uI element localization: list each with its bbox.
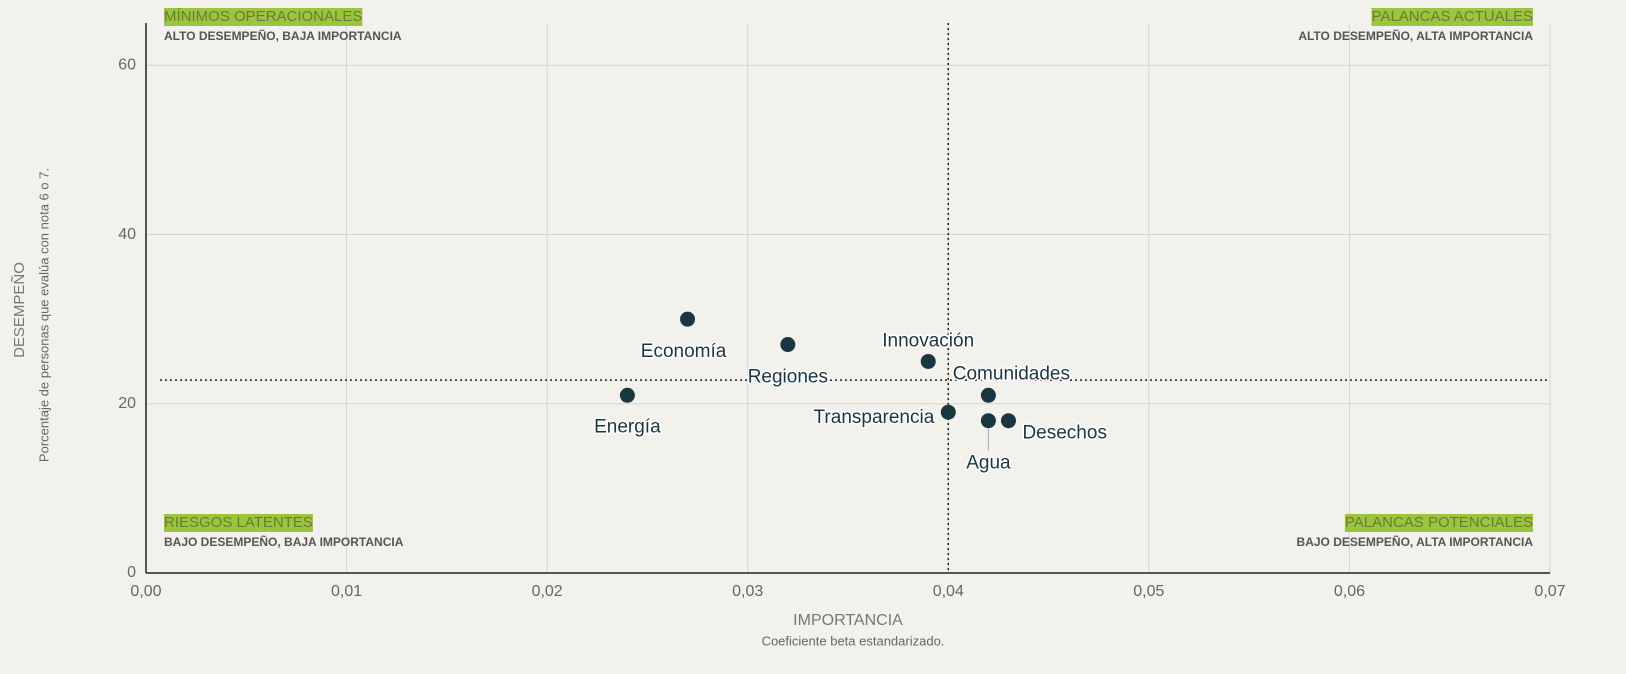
x-tick-label: 0,07 bbox=[1534, 583, 1565, 600]
quadrant-annotation: MÍNIMOS OPERACIONALES ALTO DESEMPEÑO, BAJ… bbox=[164, 8, 402, 43]
x-tick-label: 0,02 bbox=[532, 583, 563, 600]
quadrant-highlight bbox=[164, 514, 313, 532]
point-label: Desechos bbox=[1022, 423, 1107, 444]
y-axis-subtitle: Porcentaje de personas que evalúa con no… bbox=[36, 168, 51, 462]
x-axis-title: IMPORTANCIA bbox=[793, 612, 903, 629]
point-label: Comunidades bbox=[953, 363, 1070, 384]
point bbox=[940, 404, 956, 420]
quadrant-annotation: PALANCAS POTENCIALES BAJO DESEMPEÑO, ALTA… bbox=[1297, 514, 1534, 549]
quadrant-highlight bbox=[164, 8, 363, 26]
quadrant-subtitle: BAJO DESEMPEÑO, ALTA IMPORTANCIA bbox=[1297, 534, 1534, 549]
quadrant-subtitle: BAJO DESEMPEÑO, BAJA IMPORTANCIA bbox=[164, 534, 404, 549]
quadrant-subtitle: ALTO DESEMPEÑO, BAJA IMPORTANCIA bbox=[164, 28, 402, 43]
point bbox=[980, 387, 996, 403]
quadrant-highlight bbox=[1371, 8, 1533, 26]
point bbox=[980, 413, 996, 429]
y-tick-label: 40 bbox=[118, 226, 136, 243]
point bbox=[780, 337, 796, 353]
point-label: Regiones bbox=[748, 367, 828, 388]
quadrant-title: PALANCAS ACTUALES bbox=[1372, 8, 1533, 25]
x-tick-label: 0,00 bbox=[130, 583, 161, 600]
point-label: Energía bbox=[594, 416, 661, 437]
point-label: Economía bbox=[641, 341, 727, 362]
y-tick-label: 0 bbox=[127, 564, 136, 581]
x-tick-label: 0,04 bbox=[933, 583, 964, 600]
y-axis-title: DESEMPEÑO bbox=[11, 262, 28, 358]
quadrant-subtitle: ALTO DESEMPEÑO, ALTA IMPORTANCIA bbox=[1298, 28, 1533, 43]
quadrant-title: PALANCAS POTENCIALES bbox=[1345, 514, 1533, 531]
point bbox=[1000, 413, 1016, 429]
x-tick-label: 0,03 bbox=[732, 583, 763, 600]
point-label: Innovación bbox=[882, 330, 974, 351]
x-tick-label: 0,05 bbox=[1133, 583, 1164, 600]
point bbox=[920, 353, 936, 369]
x-tick-label: 0,06 bbox=[1334, 583, 1365, 600]
point-label: Transparencia bbox=[814, 407, 935, 428]
x-axis-subtitle: Coeficiente beta estandarizado. bbox=[762, 633, 945, 648]
y-tick-label: 20 bbox=[118, 395, 136, 412]
point bbox=[619, 387, 635, 403]
quadrant-annotation: RIESGOS LATENTES BAJO DESEMPEÑO, BAJA IMP… bbox=[164, 514, 404, 549]
point-label: Agua bbox=[966, 453, 1011, 474]
x-tick-label: 0,01 bbox=[331, 583, 362, 600]
y-tick-label: 60 bbox=[118, 57, 136, 74]
quadrant-annotation: PALANCAS ACTUALES ALTO DESEMPEÑO, ALTA IM… bbox=[1298, 8, 1533, 43]
quadrant-highlight bbox=[1344, 514, 1533, 532]
quadrant-title: MÍNIMOS OPERACIONALES bbox=[164, 8, 362, 25]
quadrant-title: RIESGOS LATENTES bbox=[164, 514, 313, 531]
point bbox=[680, 311, 696, 327]
